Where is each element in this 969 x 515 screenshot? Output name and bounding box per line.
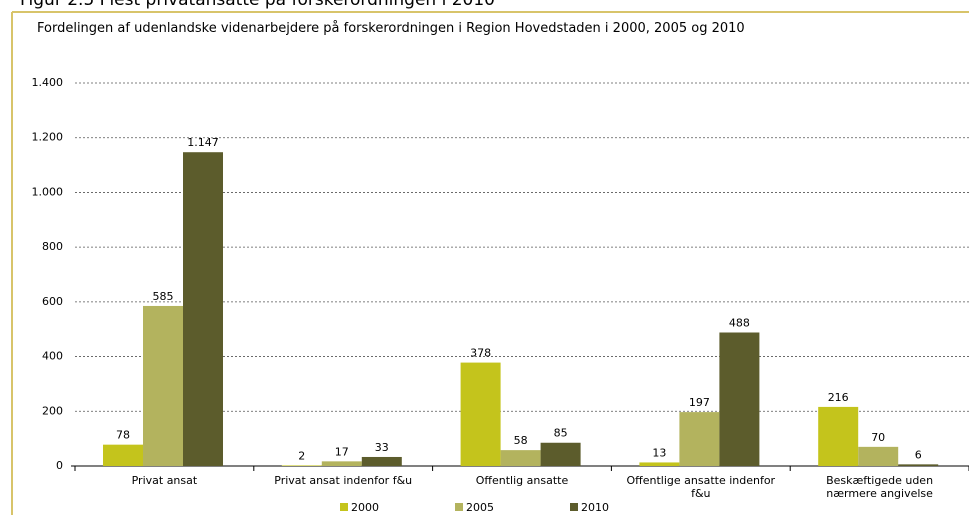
value-label: 58	[514, 434, 528, 447]
value-label: 33	[375, 441, 389, 454]
bar	[460, 362, 501, 466]
y-tick-label: 0	[56, 459, 63, 472]
bar	[500, 450, 541, 466]
bar	[858, 446, 899, 466]
bar	[679, 412, 720, 466]
x-tick-label: Beskæftigede uden nærmere angivelse	[826, 474, 934, 500]
value-label: 197	[689, 396, 710, 409]
x-tick-label: Privat ansat	[131, 474, 198, 487]
figure-title: Figur 2.5 Flest privatansatte på forsker…	[20, 0, 495, 10]
y-tick-label: 1.400	[32, 76, 64, 89]
legend-swatch	[570, 503, 578, 511]
bar	[639, 462, 680, 466]
y-tick-label: 600	[42, 295, 63, 308]
legend-swatch	[340, 503, 348, 511]
y-tick-label: 400	[42, 350, 63, 363]
value-label: 585	[153, 290, 174, 303]
bar	[103, 444, 143, 466]
value-label: 70	[871, 431, 885, 444]
legend-swatch	[455, 503, 463, 511]
chart-subtitle: Fordelingen af udenlandske videnarbejder…	[37, 21, 745, 36]
bar	[183, 152, 223, 467]
bar	[898, 464, 939, 466]
bar	[143, 305, 183, 466]
value-label: 216	[828, 391, 849, 404]
value-label: 2	[298, 449, 305, 462]
legend-label: 2000	[351, 501, 379, 514]
bar	[719, 332, 760, 466]
value-label: 17	[335, 445, 349, 458]
x-tick-label: Offentlige ansatte indenfor f&u	[626, 474, 776, 500]
legend-label: 2010	[581, 501, 609, 514]
bar	[818, 406, 859, 466]
y-tick-label: 1.000	[32, 185, 64, 198]
bar	[321, 461, 362, 466]
value-label: 1.147	[187, 136, 219, 149]
legend-label: 2005	[466, 501, 494, 514]
bar	[540, 442, 581, 466]
value-label: 378	[470, 347, 491, 360]
value-label: 488	[729, 316, 750, 329]
y-tick-label: 200	[42, 404, 63, 417]
y-tick-label: 800	[42, 240, 63, 253]
value-label: 78	[116, 429, 130, 442]
value-label: 85	[554, 427, 568, 440]
value-label: 6	[915, 448, 922, 461]
value-label: 13	[652, 446, 666, 459]
x-tick-label: Privat ansat indenfor f&u	[274, 474, 413, 487]
bar	[361, 456, 402, 466]
y-tick-label: 1.200	[32, 131, 64, 144]
bar	[281, 465, 322, 466]
x-tick-label: Offentlig ansatte	[475, 474, 569, 487]
